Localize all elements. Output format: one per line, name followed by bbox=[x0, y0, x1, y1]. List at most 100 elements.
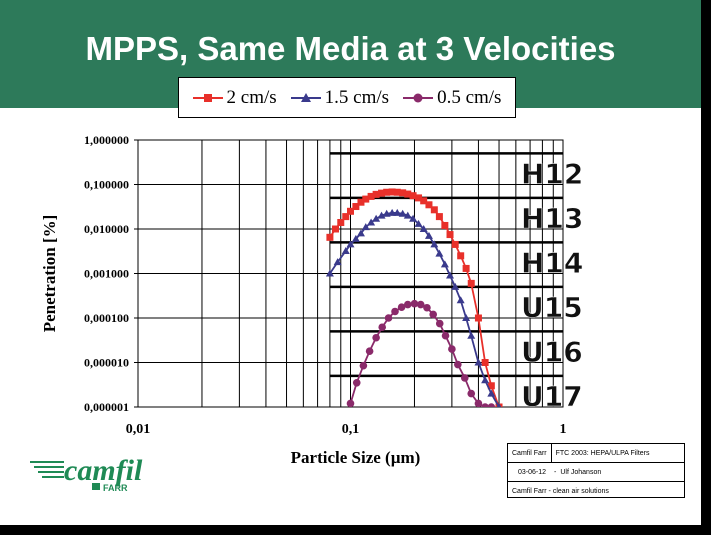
data-point bbox=[435, 319, 444, 328]
data-point bbox=[441, 221, 449, 229]
data-point bbox=[435, 213, 443, 221]
data-point bbox=[456, 296, 465, 304]
data-point bbox=[457, 252, 465, 260]
data-point bbox=[398, 209, 407, 217]
data-point bbox=[388, 208, 397, 216]
y-tick-label: 1,000000 bbox=[84, 133, 129, 147]
data-point bbox=[460, 374, 469, 382]
data-point bbox=[481, 376, 490, 384]
data-point bbox=[356, 229, 365, 237]
data-point bbox=[446, 231, 454, 239]
data-point bbox=[326, 233, 334, 241]
data-point bbox=[377, 211, 386, 219]
data-point bbox=[388, 188, 396, 196]
legend: 2 cm/s 1.5 cm/s 0.5 cm/s bbox=[178, 77, 516, 118]
data-point bbox=[474, 358, 483, 366]
y-tick-label: 0,000001 bbox=[84, 400, 129, 414]
data-point bbox=[362, 195, 370, 203]
data-point bbox=[415, 194, 423, 202]
chart: H12 H13 H14 U15 U16 U17 0,000001 0,000010 0,0001… bbox=[40, 133, 584, 467]
company-logo: camfil FARR bbox=[28, 452, 163, 494]
x-tick-label: 0,01 bbox=[126, 422, 151, 437]
data-point bbox=[365, 347, 374, 355]
data-point bbox=[487, 382, 495, 390]
data-point bbox=[446, 271, 455, 279]
data-point bbox=[332, 225, 340, 233]
y-tick-label: 0,000010 bbox=[84, 356, 129, 370]
info-tagline: Camfil Farr - clean air solutions bbox=[512, 487, 609, 495]
class-label: H12 bbox=[521, 157, 583, 190]
camfil-logo-icon: camfil FARR bbox=[30, 454, 143, 493]
data-point bbox=[496, 403, 502, 407]
data-point bbox=[462, 314, 471, 321]
data-point bbox=[337, 218, 345, 226]
data-point bbox=[378, 323, 387, 332]
data-point bbox=[346, 240, 355, 248]
data-point bbox=[430, 240, 439, 248]
circle-marker-icon bbox=[403, 93, 434, 102]
data-point bbox=[397, 303, 406, 311]
data-point bbox=[419, 225, 428, 232]
svg-text:camfil: camfil bbox=[64, 454, 143, 487]
data-point bbox=[430, 206, 438, 214]
y-tick-label: 0,100000 bbox=[84, 178, 129, 192]
data-point bbox=[393, 188, 401, 196]
data-point bbox=[424, 231, 433, 239]
data-point bbox=[403, 300, 412, 309]
class-label: H14 bbox=[521, 246, 583, 279]
data-point bbox=[409, 214, 418, 222]
data-point bbox=[346, 399, 355, 407]
frame-bottom bbox=[0, 525, 711, 535]
data-point bbox=[425, 201, 433, 209]
info-author: Ulf Johanson bbox=[560, 468, 602, 476]
data-point bbox=[403, 211, 412, 219]
svg-text:FARR: FARR bbox=[103, 483, 128, 493]
page-title: MPPS, Same Media at 3 Velocities bbox=[85, 30, 616, 67]
series-1 bbox=[326, 188, 503, 407]
data-point bbox=[359, 361, 368, 370]
info-box: Camfil Farr FTC 2003: HEPA/ULPA Filters … bbox=[507, 443, 685, 498]
legend-item-s1: 2 cm/s bbox=[192, 87, 277, 109]
legend-item-s2: 1.5 cm/s bbox=[290, 86, 390, 109]
y-tick-label: 0,000100 bbox=[84, 311, 129, 325]
data-point bbox=[423, 303, 431, 312]
data-point bbox=[454, 360, 462, 369]
data-point bbox=[372, 333, 380, 342]
legend-label-s2: 1.5 cm/s bbox=[324, 86, 390, 108]
data-point bbox=[481, 359, 489, 366]
data-point bbox=[361, 223, 370, 231]
data-point bbox=[347, 207, 354, 215]
y-axis-label: Penetration [%] bbox=[40, 215, 59, 333]
y-tick-label: 0,010000 bbox=[84, 222, 129, 236]
data-point bbox=[384, 314, 393, 322]
data-point bbox=[435, 249, 444, 257]
data-point bbox=[333, 258, 342, 266]
data-point bbox=[378, 189, 386, 197]
class-label: U15 bbox=[521, 291, 583, 324]
class-label: U17 bbox=[521, 380, 583, 413]
data-point bbox=[367, 218, 376, 226]
data-point bbox=[372, 214, 381, 222]
series-3 bbox=[346, 299, 496, 407]
data-point bbox=[351, 234, 360, 242]
info-doc: FTC 2003: HEPA/ULPA Filters bbox=[555, 449, 650, 457]
data-point bbox=[451, 282, 460, 290]
legend-item-s3: 0.5 cm/s bbox=[403, 87, 501, 109]
data-point bbox=[352, 203, 360, 211]
triangle-marker-icon bbox=[290, 92, 321, 102]
info-company: Camfil Farr bbox=[508, 444, 552, 462]
data-point bbox=[383, 188, 391, 196]
legend-label-s3: 0.5 cm/s bbox=[437, 86, 502, 108]
square-marker-icon bbox=[192, 93, 223, 102]
data-point bbox=[420, 197, 428, 205]
data-point bbox=[467, 389, 476, 398]
data-point bbox=[393, 208, 402, 216]
data-point bbox=[372, 190, 380, 198]
series-2 bbox=[325, 208, 502, 407]
data-point bbox=[467, 279, 475, 287]
data-point bbox=[399, 189, 407, 197]
x-tick-label: 1 bbox=[560, 422, 567, 437]
data-point bbox=[357, 198, 365, 206]
data-point bbox=[391, 307, 399, 316]
data-point bbox=[441, 331, 450, 340]
